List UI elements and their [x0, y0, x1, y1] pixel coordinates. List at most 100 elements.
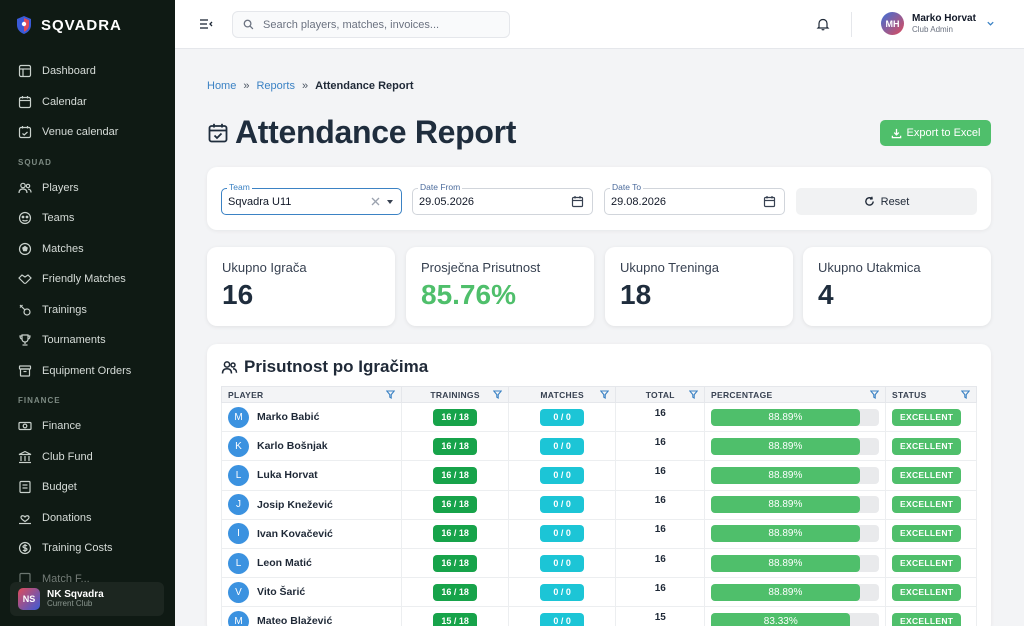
sidebar-item-dashboard[interactable]: Dashboard	[0, 56, 175, 87]
clear-icon[interactable]	[370, 196, 381, 207]
notifications-bell-icon[interactable]	[816, 17, 830, 31]
table-row[interactable]: K Karlo Bošnjak 16 / 18 0 / 0 16 88.89% EXCELL…	[220, 431, 977, 462]
status-badge: EXCELLENT	[892, 437, 962, 455]
trainings-badge: 15 / 18	[433, 612, 478, 626]
sidebar-item-label: Club Fund	[42, 450, 93, 463]
sidebar-item-matches[interactable]: Matches	[0, 234, 175, 265]
ball-icon	[18, 242, 32, 256]
breadcrumb-current: Attendance Report	[315, 80, 414, 92]
sidebar-item-teams[interactable]: Teams	[0, 203, 175, 234]
player-name[interactable]: Leon Matić	[257, 557, 312, 570]
sidebar-item-label: Teams	[42, 212, 75, 225]
cell-trainings: 16 / 18	[401, 489, 509, 520]
total-value: 16	[654, 495, 666, 507]
sidebar-item-friendly-matches[interactable]: Friendly Matches	[0, 264, 175, 295]
player-name[interactable]: Mateo Blažević	[257, 615, 333, 626]
table-row[interactable]: L Luka Horvat 16 / 18 0 / 0 16 88.89% EXCELLEN…	[220, 460, 977, 491]
cell-total: 15	[615, 606, 706, 626]
attendance-progress-fill: 83.33%	[711, 612, 851, 626]
sidebar-item-label: Equipment Orders	[42, 364, 132, 377]
trophy-icon	[18, 333, 32, 347]
cell-percentage: 83.33%	[704, 606, 887, 626]
search-bar[interactable]	[232, 11, 510, 38]
team-select[interactable]: Team Sqvadra U11	[221, 182, 402, 215]
filter-icon[interactable]	[492, 390, 502, 399]
cell-percentage: 88.89%	[704, 547, 887, 579]
sidebar-item-finance[interactable]: Finance	[0, 411, 175, 442]
brand[interactable]: SQVADRA	[0, 0, 175, 50]
column-header-total[interactable]: TOTAL	[615, 386, 706, 403]
dropdown-caret-icon[interactable]	[387, 200, 393, 204]
sidebar-item-training-costs[interactable]: Training Costs	[0, 533, 175, 564]
player-avatar: L	[228, 552, 249, 574]
filter-icon[interactable]	[386, 390, 396, 399]
table-title-text: Prisutnost po Igračima	[244, 357, 429, 376]
table-row[interactable]: I Ivan Kovačević 16 / 18 0 / 0 16 88.89% EXCEL…	[220, 518, 977, 549]
sidebar-item-venue-calendar[interactable]: Venue calendar	[0, 117, 175, 148]
player-name[interactable]: Marko Babić	[257, 411, 320, 424]
player-name[interactable]: Josip Knežević	[257, 498, 333, 511]
stat-card-total-matches: Ukupno Utakmica 4	[803, 247, 991, 326]
table-row[interactable]: M Mateo Blažević 15 / 18 0 / 0 15 83.33% EXCEL…	[220, 606, 977, 626]
cell-player: M Marko Babić	[220, 401, 403, 433]
calendar-icon[interactable]	[763, 195, 776, 208]
stat-label: Ukupno Igrača	[222, 260, 307, 275]
sidebar-item-label: Friendly Matches	[42, 273, 126, 286]
donation-icon	[18, 511, 32, 525]
date-to-field[interactable]: Date To 29.08.2026	[604, 182, 785, 215]
column-header-status[interactable]: STATUS	[885, 386, 977, 403]
attendance-progress-bar: 88.89%	[711, 437, 880, 455]
export-to-excel-button[interactable]: Export to Excel	[880, 120, 991, 146]
table-row[interactable]: L Leon Matić 16 / 18 0 / 0 16 88.89% EXCELLENT	[220, 547, 977, 579]
sidebar-item-trainings[interactable]: Trainings	[0, 295, 175, 326]
player-name[interactable]: Ivan Kovačević	[257, 527, 333, 540]
filter-icon[interactable]	[600, 390, 610, 399]
date-from-label: Date From	[418, 182, 463, 192]
current-club-switcher[interactable]: NS NK Sqvadra Current Club	[10, 582, 164, 616]
topbar-divider	[851, 12, 852, 37]
column-header-trainings[interactable]: TRAININGS	[401, 386, 509, 403]
sidebar-item-tournaments[interactable]: Tournaments	[0, 325, 175, 356]
filter-icon[interactable]	[870, 390, 880, 399]
sidebar: SQVADRA Dashboard Calendar Venue calenda…	[0, 0, 175, 626]
stat-value: 4	[818, 279, 834, 310]
player-name[interactable]: Karlo Bošnjak	[257, 440, 328, 453]
sidebar-item-club-fund[interactable]: Club Fund	[0, 442, 175, 473]
column-header-percentage[interactable]: PERCENTAGE	[704, 386, 887, 403]
table-row[interactable]: J Josip Knežević 16 / 18 0 / 0 16 88.89% EXCEL…	[220, 489, 977, 520]
date-from-field[interactable]: Date From 29.05.2026	[412, 182, 593, 215]
stat-card-average-attendance: Prosječna Prisutnost 85.76%	[406, 247, 594, 326]
cell-player: J Josip Knežević	[220, 489, 403, 520]
calendar-icon[interactable]	[571, 195, 584, 208]
breadcrumb-home[interactable]: Home	[207, 80, 237, 92]
breadcrumb-separator-icon: »	[302, 80, 309, 92]
player-name[interactable]: Vito Šarić	[257, 586, 306, 599]
sidebar-item-label: Trainings	[42, 303, 87, 316]
sidebar-item-calendar[interactable]: Calendar	[0, 87, 175, 118]
filter-icon[interactable]	[961, 390, 970, 399]
attendance-progress-bar: 88.89%	[711, 408, 880, 426]
player-name[interactable]: Luka Horvat	[257, 469, 318, 482]
sidebar-item-players[interactable]: Players	[0, 173, 175, 204]
avatar: MH	[881, 12, 904, 35]
menu-toggle-icon[interactable]	[199, 17, 213, 31]
breadcrumb-reports[interactable]: Reports	[256, 80, 295, 92]
search-input[interactable]	[263, 18, 503, 31]
column-header-player[interactable]: PLAYER	[220, 386, 403, 403]
sidebar-item-equipment-orders[interactable]: Equipment Orders	[0, 356, 175, 387]
filters-card: Team Sqvadra U11 Date From 29.05.2026 Da…	[207, 167, 991, 230]
user-name: Marko Horvat	[912, 13, 976, 25]
attendance-progress-fill: 88.89%	[711, 554, 860, 572]
matches-badge: 0 / 0	[540, 408, 585, 426]
filter-icon[interactable]	[689, 390, 699, 399]
column-header-matches[interactable]: MATCHES	[507, 386, 617, 403]
table-row[interactable]: V Vito Šarić 16 / 18 0 / 0 16 88.89% EXCELLENT	[220, 577, 977, 608]
reset-button[interactable]: Reset	[796, 188, 977, 215]
sidebar-item-budget[interactable]: Budget	[0, 472, 175, 503]
table-row[interactable]: M Marko Babić 16 / 18 0 / 0 16 88.89% EXCELLEN…	[220, 401, 977, 433]
user-menu[interactable]: MH Marko Horvat Club Admin	[881, 12, 995, 35]
sidebar-item-donations[interactable]: Donations	[0, 503, 175, 534]
bank-icon	[18, 450, 32, 464]
cell-total: 16	[615, 431, 706, 462]
page-title: Attendance Report	[207, 114, 516, 151]
